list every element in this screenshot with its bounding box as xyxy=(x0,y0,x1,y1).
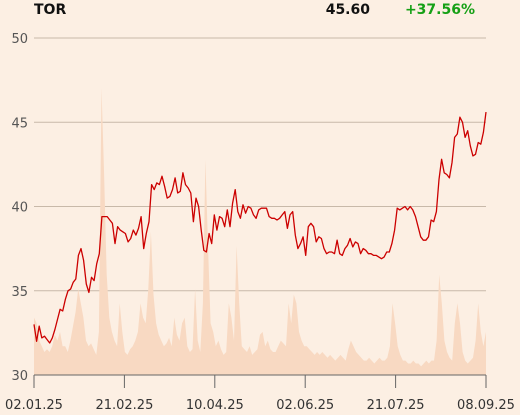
y-axis: 30 35 40 45 50 xyxy=(11,32,28,384)
volume-area-shape xyxy=(34,88,486,375)
y-tick-label: 50 xyxy=(11,32,28,47)
x-tick-label: 02.06.25 xyxy=(276,398,334,413)
x-tick-label: 21.02.25 xyxy=(95,398,153,413)
x-tick-label: 21.07.25 xyxy=(367,398,425,413)
price-line-layer xyxy=(33,112,487,344)
x-axis: 02.01.25 21.02.25 10.04.25 02.06.25 21.07.25… xyxy=(5,374,515,413)
x-tick-label: 10.04.25 xyxy=(186,398,244,413)
y-tick-label: 30 xyxy=(11,369,28,384)
y-tick-label: 45 xyxy=(11,116,28,131)
last-price: 45.60 xyxy=(325,2,370,18)
price-line xyxy=(33,112,487,344)
x-tick-label: 02.01.25 xyxy=(5,398,63,413)
y-tick-label: 40 xyxy=(11,201,28,216)
x-tick-label: 08.09.25 xyxy=(457,398,515,413)
price-change: +37.56% xyxy=(404,2,475,18)
ticker-symbol: TOR xyxy=(34,2,67,18)
header: TOR 45.60 +37.56% xyxy=(0,0,520,22)
volume-area xyxy=(34,88,486,375)
y-tick-label: 35 xyxy=(11,285,28,300)
